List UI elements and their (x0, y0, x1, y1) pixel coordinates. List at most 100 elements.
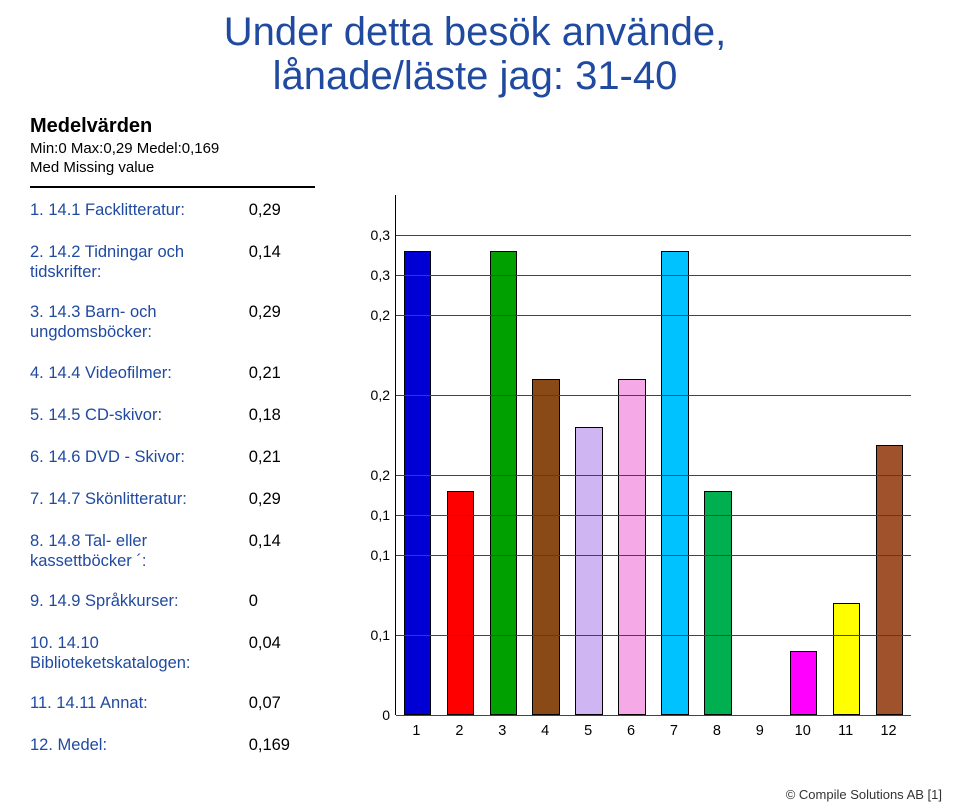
row-label: 7. 14.7 Skönlitteratur: (30, 489, 242, 509)
gridline (396, 235, 911, 236)
meta-line2: Med Missing value (30, 159, 219, 176)
row-label: 11. 14.11 Annat: (30, 693, 242, 713)
x-tick-label: 3 (498, 723, 506, 739)
x-tick-label: 10 (795, 723, 811, 739)
gridline (396, 635, 911, 636)
x-tick-label: 1 (412, 723, 420, 739)
row-value: 0 (242, 591, 303, 612)
meta-heading: Medelvärden (30, 115, 219, 138)
row-value: 0,07 (242, 693, 303, 714)
table-row: 3. 14.3 Barn- och ungdomsböcker:0,29 (30, 302, 315, 342)
row-strip (303, 200, 315, 222)
table-row: 7. 14.7 Skönlitteratur:0,29 (30, 489, 315, 511)
row-label: 6. 14.6 DVD - Skivor: (30, 447, 242, 467)
y-tick-label: 0,3 (355, 227, 390, 243)
row-value: 0,14 (242, 242, 303, 263)
y-tick-label: 0,2 (355, 387, 390, 403)
row-label: 2. 14.2 Tidningar och tidskrifter: (30, 242, 242, 282)
x-tick-label: 6 (627, 723, 635, 739)
x-tick-label: 5 (584, 723, 592, 739)
table-row: 11. 14.11 Annat:0,07 (30, 693, 315, 715)
row-value: 0,29 (242, 489, 303, 510)
gridline (396, 555, 911, 556)
bar-1 (404, 251, 431, 715)
bar-7 (661, 251, 688, 715)
page-title-line2: lånade/läste jag: 31-40 (155, 54, 795, 98)
gridline (396, 515, 911, 516)
row-value: 0,18 (242, 405, 303, 426)
row-label: 8. 14.8 Tal- eller kassettböcker ´: (30, 531, 242, 571)
y-tick-label: 0,1 (355, 547, 390, 563)
bars-layer (396, 195, 911, 715)
meta-block: Medelvärden Min:0 Max:0,29 Medel:0,169 M… (30, 115, 219, 176)
row-label: 5. 14.5 CD-skivor: (30, 405, 242, 425)
table-row: 2. 14.2 Tidningar och tidskrifter:0,14 (30, 242, 315, 282)
bar-2 (447, 491, 474, 715)
x-tick-label: 11 (838, 723, 853, 739)
row-strip (303, 735, 315, 757)
row-value: 0,169 (242, 735, 303, 756)
row-value: 0,14 (242, 531, 303, 552)
row-label: 10. 14.10 Biblioteketskatalogen: (30, 633, 242, 673)
table-row: 6. 14.6 DVD - Skivor:0,21 (30, 447, 315, 469)
table-row: 5. 14.5 CD-skivor:0,18 (30, 405, 315, 427)
row-strip (303, 405, 315, 427)
table-row: 8. 14.8 Tal- eller kassettböcker ´:0,14 (30, 531, 315, 571)
row-label: 3. 14.3 Barn- och ungdomsböcker: (30, 302, 242, 342)
row-value: 0,29 (242, 200, 303, 221)
table-row: 10. 14.10 Biblioteketskatalogen:0,04 (30, 633, 315, 673)
meta-divider (30, 186, 315, 188)
y-tick-label: 0,3 (355, 267, 390, 283)
row-value: 0,21 (242, 363, 303, 384)
row-label: 12. Medel: (30, 735, 242, 755)
y-tick-label: 0,1 (355, 627, 390, 643)
x-tick-label: 9 (756, 723, 764, 739)
bar-5 (575, 427, 602, 715)
row-value: 0,21 (242, 447, 303, 468)
bar-8 (704, 491, 731, 715)
values-table: 1. 14.1 Facklitteratur:0,292. 14.2 Tidni… (30, 200, 315, 777)
row-label: 9. 14.9 Språkkurser: (30, 591, 242, 611)
y-tick-label: 0,1 (355, 507, 390, 523)
row-strip (303, 242, 315, 264)
table-row: 12. Medel:0,169 (30, 735, 315, 757)
row-strip (303, 302, 315, 324)
y-tick-label: 0,2 (355, 467, 390, 483)
meta-line1: Min:0 Max:0,29 Medel:0,169 (30, 140, 219, 157)
row-label: 4. 14.4 Videofilmer: (30, 363, 242, 383)
gridline (396, 475, 911, 476)
footer-copyright: © Compile Solutions AB [1] (786, 787, 942, 802)
gridline (396, 715, 911, 716)
bar-6 (618, 379, 645, 715)
table-row: 9. 14.9 Språkkurser:0 (30, 591, 315, 613)
row-value: 0,04 (242, 633, 303, 654)
row-value: 0,29 (242, 302, 303, 323)
row-label: 1. 14.1 Facklitteratur: (30, 200, 242, 220)
bar-11 (833, 603, 860, 715)
gridline (396, 315, 911, 316)
gridline (396, 395, 911, 396)
row-strip (303, 591, 315, 613)
bar-chart: 00,10,10,10,20,20,20,30,3 12345678910111… (355, 195, 920, 755)
x-tick-label: 7 (670, 723, 678, 739)
bar-12 (876, 445, 903, 715)
x-tick-label: 4 (541, 723, 549, 739)
row-strip (303, 633, 315, 655)
x-tick-label: 12 (880, 723, 896, 739)
y-tick-label: 0,2 (355, 307, 390, 323)
bar-3 (490, 251, 517, 715)
row-strip (303, 693, 315, 715)
page-title-line1: Under detta besök använde, (155, 10, 795, 54)
bar-4 (532, 379, 559, 715)
table-row: 1. 14.1 Facklitteratur:0,29 (30, 200, 315, 222)
row-strip (303, 447, 315, 469)
x-tick-label: 2 (455, 723, 463, 739)
gridline (396, 275, 911, 276)
row-strip (303, 531, 315, 553)
row-strip (303, 363, 315, 385)
row-strip (303, 489, 315, 511)
table-row: 4. 14.4 Videofilmer:0,21 (30, 363, 315, 385)
x-tick-label: 8 (713, 723, 721, 739)
plot-area (395, 195, 911, 715)
bar-10 (790, 651, 817, 715)
